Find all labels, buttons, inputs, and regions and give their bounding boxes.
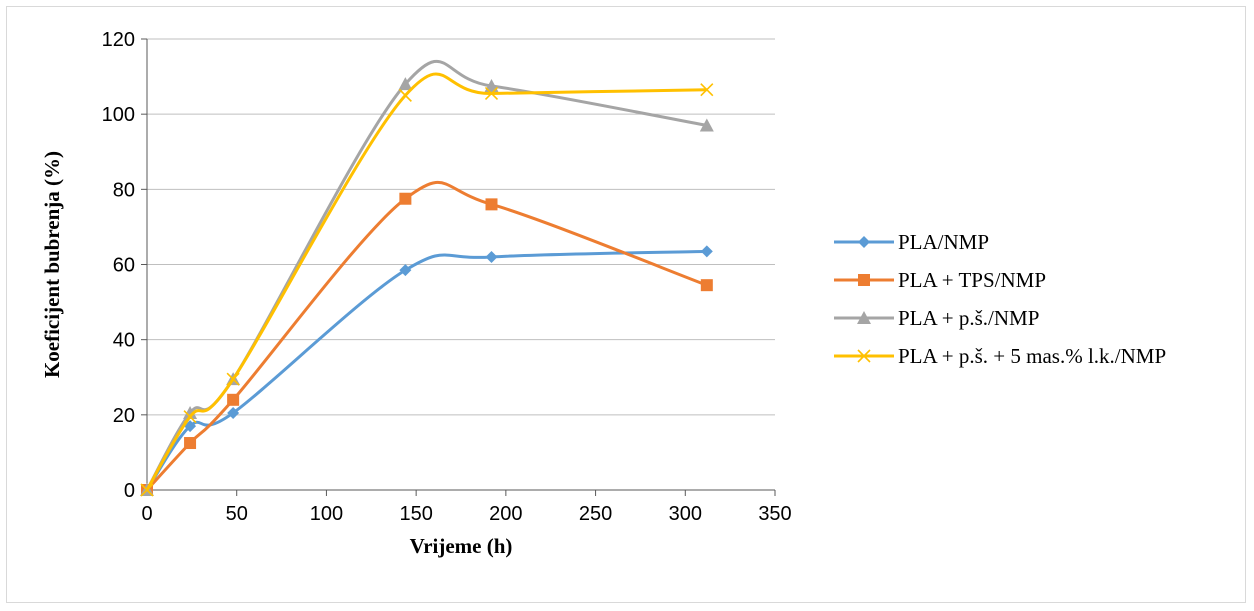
series-1 [141, 245, 713, 496]
data-point [485, 198, 498, 211]
data-point [399, 264, 412, 277]
legend-marker [858, 236, 870, 248]
y-tick-label: 0 [124, 480, 135, 502]
data-point [700, 245, 713, 258]
legend-entry: PLA + p.š./NMP [834, 306, 1039, 330]
axes: 0 20 40 60 80 100 120 0 50 100 150 200 250 300 350 [102, 29, 792, 525]
data-point [399, 192, 412, 205]
data-point [183, 405, 198, 419]
series-line [145, 181, 708, 492]
gridlines [147, 38, 775, 416]
data-point [227, 393, 240, 406]
series-line [145, 249, 707, 491]
x-marker-stroke [700, 83, 714, 97]
legend-label: PLA + p.š./NMP [898, 306, 1039, 330]
series-line [145, 59, 708, 491]
y-axis-title: Koeficijent bubrenja (%) [40, 151, 64, 378]
data-point [226, 372, 240, 386]
legend-entry: PLA + TPS/NMP [834, 268, 1046, 292]
data-point [183, 410, 197, 424]
y-tick-label: 80 [113, 179, 135, 201]
y-tick-label: 60 [113, 255, 135, 277]
x-tick-label: 200 [489, 503, 522, 525]
x-tick-label: 100 [310, 503, 343, 525]
legend-label: PLA + TPS/NMP [898, 268, 1046, 292]
legend-label: PLA + p.š. + 5 mas.% l.k./NMP [898, 344, 1166, 368]
data-point [700, 83, 714, 97]
x-tick-label: 50 [226, 503, 248, 525]
y-tick-label: 40 [113, 330, 135, 352]
data-point [484, 86, 499, 101]
series-3 [140, 59, 714, 496]
data-point [699, 118, 714, 132]
series-layer [140, 59, 714, 497]
data-point [485, 250, 498, 263]
x-marker-stroke [140, 483, 154, 497]
x-tick-label: 0 [141, 503, 152, 525]
legend-entry: PLA/NMP [834, 230, 989, 254]
series-4 [140, 72, 714, 497]
x-marker-stroke [183, 410, 197, 424]
data-point [398, 88, 412, 102]
y-tick-label: 20 [113, 405, 135, 427]
x-tick-label: 150 [399, 503, 432, 525]
data-point [184, 437, 197, 450]
x-axis-title: Vrijeme (h) [410, 534, 513, 558]
legend-marker [858, 274, 870, 286]
series-line [145, 72, 707, 491]
legend-marker [857, 349, 871, 363]
data-point [227, 406, 240, 419]
data-point [398, 77, 413, 91]
x-marker-stroke [398, 88, 412, 102]
legend-label: PLA/NMP [898, 230, 989, 254]
x-tick-label: 350 [758, 503, 791, 525]
data-point [700, 279, 713, 292]
x-marker-stroke [226, 372, 240, 386]
chart-frame: 0 20 40 60 80 100 120 0 50 100 150 200 250 300 350 PLA… [6, 6, 1246, 603]
series-2 [141, 181, 713, 496]
x-tick-label: 300 [669, 503, 702, 525]
y-tick-label: 100 [102, 104, 135, 126]
legend-entry: PLA + p.š. + 5 mas.% l.k./NMP [834, 344, 1166, 368]
data-point [140, 483, 154, 497]
x-marker-stroke [484, 86, 499, 101]
x-tick-label: 250 [579, 503, 612, 525]
x-marker-stroke [857, 349, 871, 363]
legend: PLA/NMP PLA + TPS/NMP PLA + p.š./NMP PLA + … [834, 230, 1166, 368]
y-tick-label: 120 [102, 29, 135, 51]
legend-marker [857, 311, 871, 324]
data-point [484, 78, 499, 92]
line-chart: 0 20 40 60 80 100 120 0 50 100 150 200 250 300 350 PLA… [40, 29, 1166, 558]
